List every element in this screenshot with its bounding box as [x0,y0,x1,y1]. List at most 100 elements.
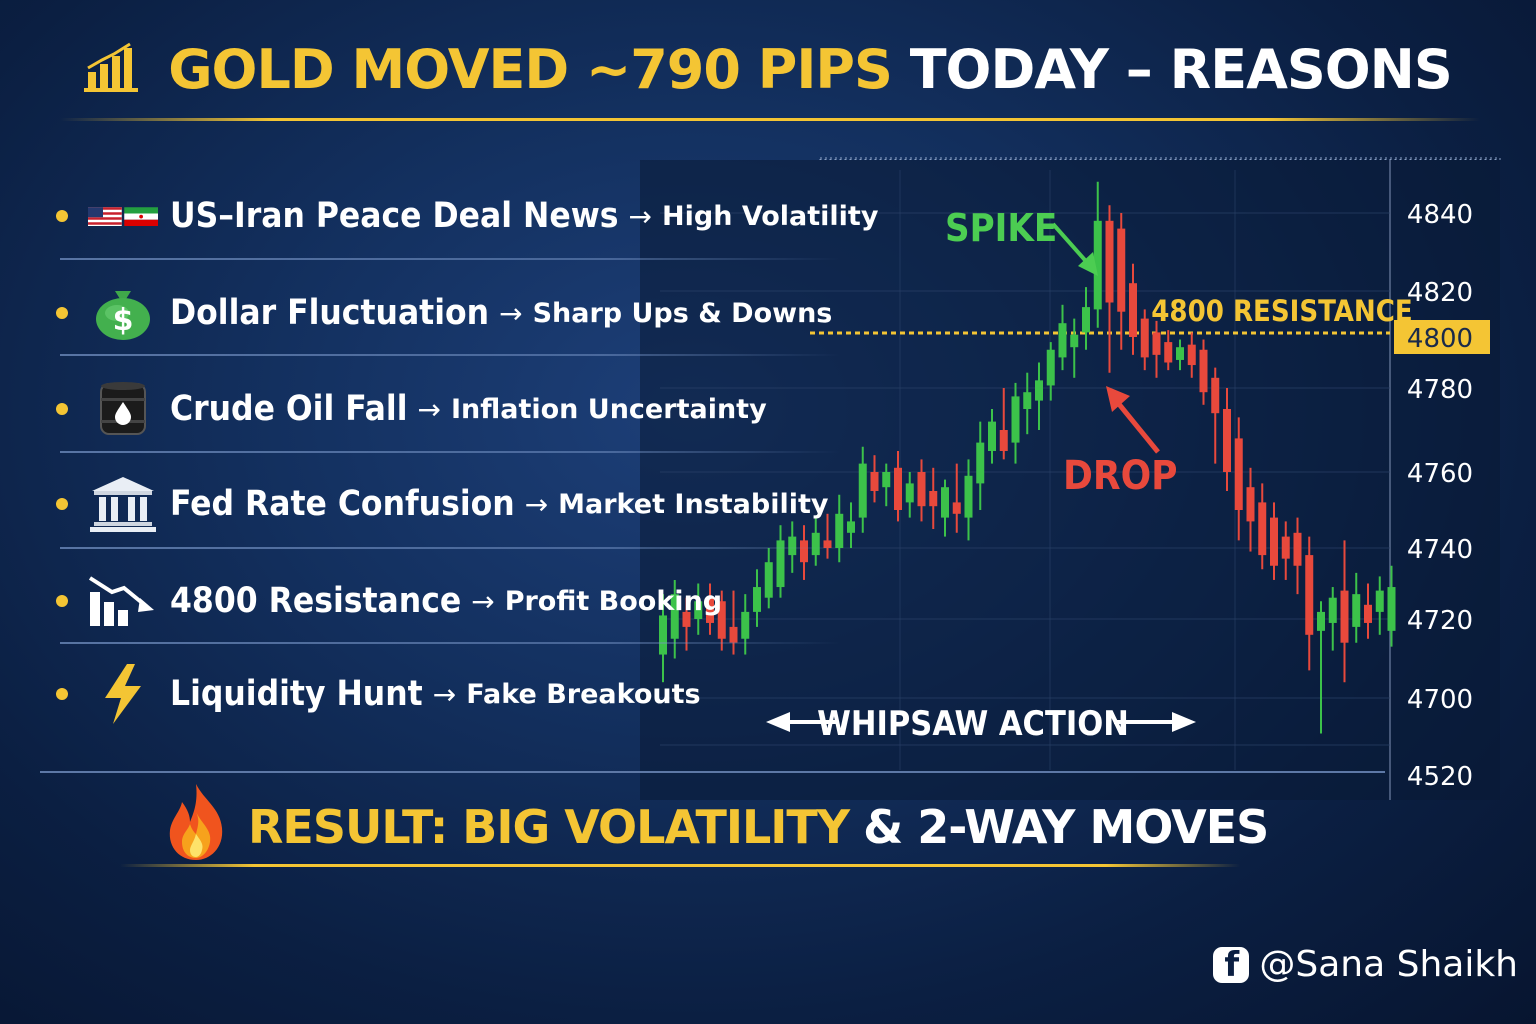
divider [60,547,840,549]
bullet-icon [56,210,68,222]
candle-body [1023,392,1032,409]
candle-body [952,502,961,514]
candle-body [1140,318,1149,358]
divider [60,642,840,644]
drop-arrowhead [1106,386,1130,412]
reason-title: Dollar Fluctuation [170,293,490,333]
price-label: 4720 [1407,606,1473,636]
reason-title: Liquidity Hunt [170,674,423,714]
reason-effect: Profit Booking [504,585,723,617]
price-label: 4740 [1407,535,1473,565]
reason-effect: Inflation Uncertainty [450,393,767,425]
candle-body [1117,228,1126,312]
candle-body [682,611,691,627]
candle-body [1234,438,1243,510]
candle-body [905,483,914,503]
candle-body [917,472,926,507]
author-handle: @Sana Shaikh [1259,944,1518,985]
bar-chart-icon [84,42,154,105]
candle-body [1152,332,1161,355]
result-highlight: RESULT: BIG VOLATILITY [248,800,850,854]
candle-body [1211,377,1220,414]
candle-body [894,467,902,510]
candle-body [1058,323,1067,358]
page-title: GOLD MOVED ~790 PIPS TODAY – REASONS [0,38,1536,105]
candle-body [941,487,949,518]
candle-body [1093,220,1102,310]
reason-item-dollar: $ Dollar Fluctuation → Sharp Ups & Downs [56,283,832,343]
candle-body [741,611,750,639]
price-label: 4520 [1407,762,1473,792]
lightning-icon [88,664,158,724]
candle-body [1375,590,1384,612]
author-credit[interactable]: f @Sana Shaikh [1213,944,1518,985]
reason-item-resistance: 4800 Resistance → Profit Booking [56,571,722,631]
candle-body [1035,380,1043,401]
result-divider [120,864,1240,867]
price-label: 4820 [1407,278,1473,308]
candle-body [1364,604,1372,623]
resistance-label: 4800 RESISTANCE [1151,294,1412,328]
candle-body [847,521,855,533]
price-label: 4780 [1407,375,1473,405]
price-label: 4760 [1407,459,1473,489]
candle-body [811,532,820,556]
facebook-icon: f [1213,945,1250,985]
price-label-highlight: 4800 [1407,324,1473,354]
candle-body [1223,409,1231,472]
candle-body [1387,587,1396,631]
price-label: 4700 [1407,685,1473,715]
candle-body [1011,396,1020,443]
candle-body [929,491,938,507]
candle-body [800,540,808,563]
divider [60,451,840,453]
price-highlight-box [1394,320,1490,354]
bullet-icon [56,498,68,510]
candle-body [694,601,703,619]
candle-body [976,442,985,484]
reason-effect: Fake Breakouts [466,678,701,710]
whipsaw-arrowhead-left [766,712,790,732]
us-iran-flags-icon [88,188,158,244]
bank-building-icon [88,476,158,532]
reason-effect: Sharp Ups & Downs [532,297,833,329]
reason-title: Fed Rate Confusion [170,484,515,524]
chart-top-border [819,157,1501,160]
title-divider [60,118,1480,121]
candle-body [764,562,773,598]
divider [60,354,840,356]
candle-body [1164,342,1173,363]
reason-effect: Market Instability [558,488,829,520]
candle-body [1340,590,1349,643]
bullet-icon [56,307,68,319]
candle-body [964,475,973,518]
whipsaw-arrowhead-right [1172,712,1196,732]
drop-label: DROP [1063,453,1178,499]
candle-body [1352,594,1361,627]
candle-body [1082,307,1090,333]
arrow-icon: → [524,487,549,521]
whipsaw-label: WHIPSAW ACTION [817,704,1129,744]
candle-body [988,421,996,451]
candle-body [1281,536,1290,559]
candle-body [706,597,714,623]
candle-body [1105,220,1114,303]
candle-body [1258,502,1267,556]
money-bag-icon: $ [88,285,158,341]
bullet-icon [56,688,68,700]
title-highlight: GOLD MOVED ~790 PIPS [168,38,893,101]
candle-body [1305,555,1314,635]
candle-body [1187,344,1196,366]
candle-body [870,472,879,491]
oil-barrel-icon [88,381,158,437]
arrow-icon: → [432,677,457,711]
candle-body [999,430,1008,451]
candle-body [1317,611,1325,631]
reason-item-crude-oil: Crude Oil Fall → Inflation Uncertainty [56,379,767,439]
arrow-icon: → [471,584,495,618]
reason-effect: High Volatility [662,200,879,232]
price-label: 4840 [1407,200,1473,230]
reason-title: 4800 Resistance [170,581,462,621]
candle-body [776,540,785,588]
reason-title: Crude Oil Fall [170,389,408,429]
